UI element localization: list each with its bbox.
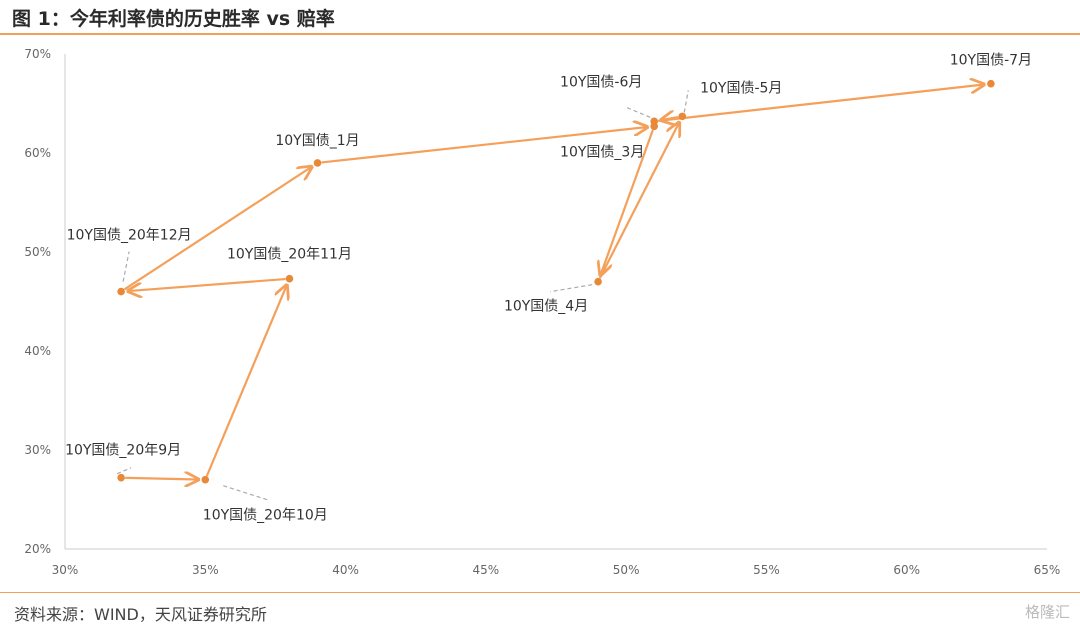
point-label: 10Y国债-7月 [950,53,1032,69]
data-point [678,112,687,121]
chart-title: 图 1：今年利率债的历史胜率 vs 赔率 [12,8,335,30]
watermark-logo: 格隆汇 [1024,603,1070,621]
point-label: 10Y国债_20年10月 [203,508,328,524]
x-tick-label: 60% [893,563,920,577]
data-point [313,159,322,167]
x-tick-label: 55% [753,563,780,577]
trajectory-segment [321,127,647,164]
x-tick-label: 40% [332,563,359,577]
trajectory-segment [125,478,198,480]
data-point [117,287,125,296]
label-leader-line [625,106,651,118]
point-label: 10Y国债-6月 [560,74,642,90]
point-label: 10Y国债_4月 [504,299,588,315]
x-tick-label: 50% [613,563,640,577]
data-point [987,79,995,88]
y-tick-label: 20% [24,542,51,556]
y-tick-label: 30% [24,443,51,457]
y-tick-label: 70% [24,47,51,61]
y-tick-label: 50% [24,245,51,259]
data-point [117,473,125,482]
x-tick-label: 65% [1034,563,1061,577]
source-note: 资料来源：WIND，天风证券研究所 [14,605,267,624]
scatter-chart: 20%30%40%50%60%70%30% 35% 40% 45% 50% 55% 60% 6… [24,47,1060,577]
trajectory-segment [205,285,287,477]
point-labels: 10Y国债_20年9月 10Y国债_20年10月 10Y国债_20年11月 10Y国债… [65,53,1032,524]
trajectory-segment [658,84,984,122]
data-point [201,475,210,484]
label-leaders [116,90,689,501]
data-points [117,79,995,484]
point-label: 10Y国债_20年11月 [227,247,352,263]
label-leader-line [116,467,132,475]
label-leader-line [683,90,689,113]
data-point [650,117,658,126]
trajectory-segment [598,123,679,279]
trajectory-segment [600,129,654,275]
trajectory [123,84,984,480]
data-point [594,277,602,286]
y-tick-label: 40% [24,344,51,358]
bottom-divider [0,592,1080,593]
point-label: 10Y国债_20年9月 [65,443,181,459]
point-label: 10Y国债-5月 [700,80,782,96]
top-divider [0,33,1080,35]
label-leader-line [122,251,130,282]
x-tick-label: 35% [192,563,219,577]
data-point [285,274,294,283]
label-leader-line [223,485,268,501]
point-label: 10Y国债_3月 [560,144,644,160]
label-leader-line [549,284,593,293]
y-tick-label: 60% [24,146,51,160]
point-label: 10Y国债_20年12月 [67,228,192,244]
trajectory-segment [123,167,311,291]
axes: 20%30%40%50%60%70%30% 35% 40% 45% 50% 55% 60% 6… [24,47,1060,577]
x-tick-label: 45% [473,563,500,577]
x-tick-label: 30% [52,563,79,577]
trajectory-segment [128,277,286,291]
point-label: 10Y国债_1月 [275,133,359,149]
